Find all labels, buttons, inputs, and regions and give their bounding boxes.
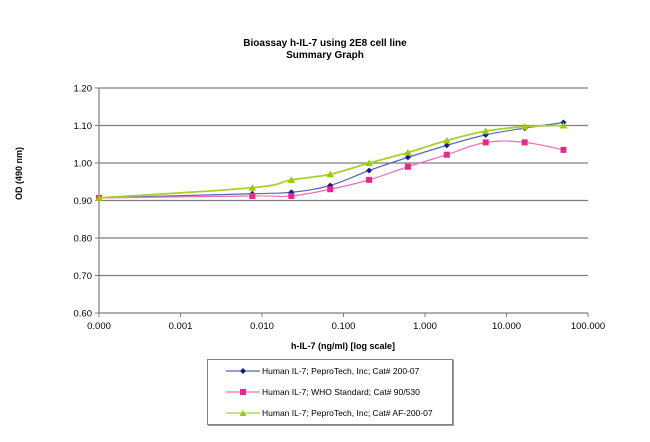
y-tick-label: 0.90 [74, 196, 93, 207]
legend-label: Human IL-7; WHO Standard; Cat# 90/530 [262, 387, 420, 397]
legend-label: Human IL-7; PeproTech, Inc; Cat# 200-07 [262, 366, 420, 376]
triangle-marker-icon [226, 410, 260, 416]
diamond-marker-icon [226, 368, 260, 374]
x-tick-label: 100.000 [571, 321, 605, 332]
chart-title: Bioassay h-IL-7 using 2E8 cell line Summ… [0, 38, 650, 62]
y-tick-label: 0.60 [74, 309, 93, 320]
x-tick-labels: 0.000 0.001 0.010 0.100 1.000 10.000 100.000 [87, 321, 605, 332]
gridlines [99, 87, 588, 277]
y-tick-label: 1.00 [74, 159, 93, 170]
series-3 [95, 122, 568, 201]
x-tick-label: 0.000 [87, 321, 111, 332]
axes [95, 87, 589, 317]
x-tick-label: 0.001 [169, 321, 193, 332]
chart-subtitle: Summary Graph [286, 50, 364, 61]
x-tick-label: 0.100 [332, 321, 356, 332]
legend: Human IL-7; PeproTech, Inc; Cat# 200-07 … [207, 359, 453, 425]
legend-label: Human IL-7; PeproTech, Inc; Cat# AF-200-… [262, 408, 433, 418]
square-marker-icon [226, 389, 260, 395]
legend-item-series-1: Human IL-7; PeproTech, Inc; Cat# 200-07 [226, 365, 419, 377]
x-tick-label: 0.010 [250, 321, 274, 332]
chart-title-line1: Bioassay h-IL-7 using 2E8 cell line [243, 38, 407, 49]
legend-item-series-2: Human IL-7; WHO Standard; Cat# 90/530 [226, 386, 420, 398]
y-tick-label: 0.80 [74, 234, 93, 245]
y-tick-label: 0.70 [74, 271, 93, 282]
y-tick-labels: 0.60 0.70 0.80 0.90 1.00 1.10 1.20 [74, 84, 93, 320]
y-tick-label: 1.10 [74, 121, 93, 132]
x-axis-title: h-IL-7 (ng/ml) [log scale] [290, 341, 395, 351]
y-tick-label: 1.20 [74, 84, 93, 95]
data-series [95, 119, 568, 201]
x-tick-label: 10.000 [492, 321, 521, 332]
legend-item-series-3: Human IL-7; PeproTech, Inc; Cat# AF-200-… [226, 407, 433, 419]
series-2 [96, 139, 567, 201]
x-tick-label: 1.000 [413, 321, 437, 332]
